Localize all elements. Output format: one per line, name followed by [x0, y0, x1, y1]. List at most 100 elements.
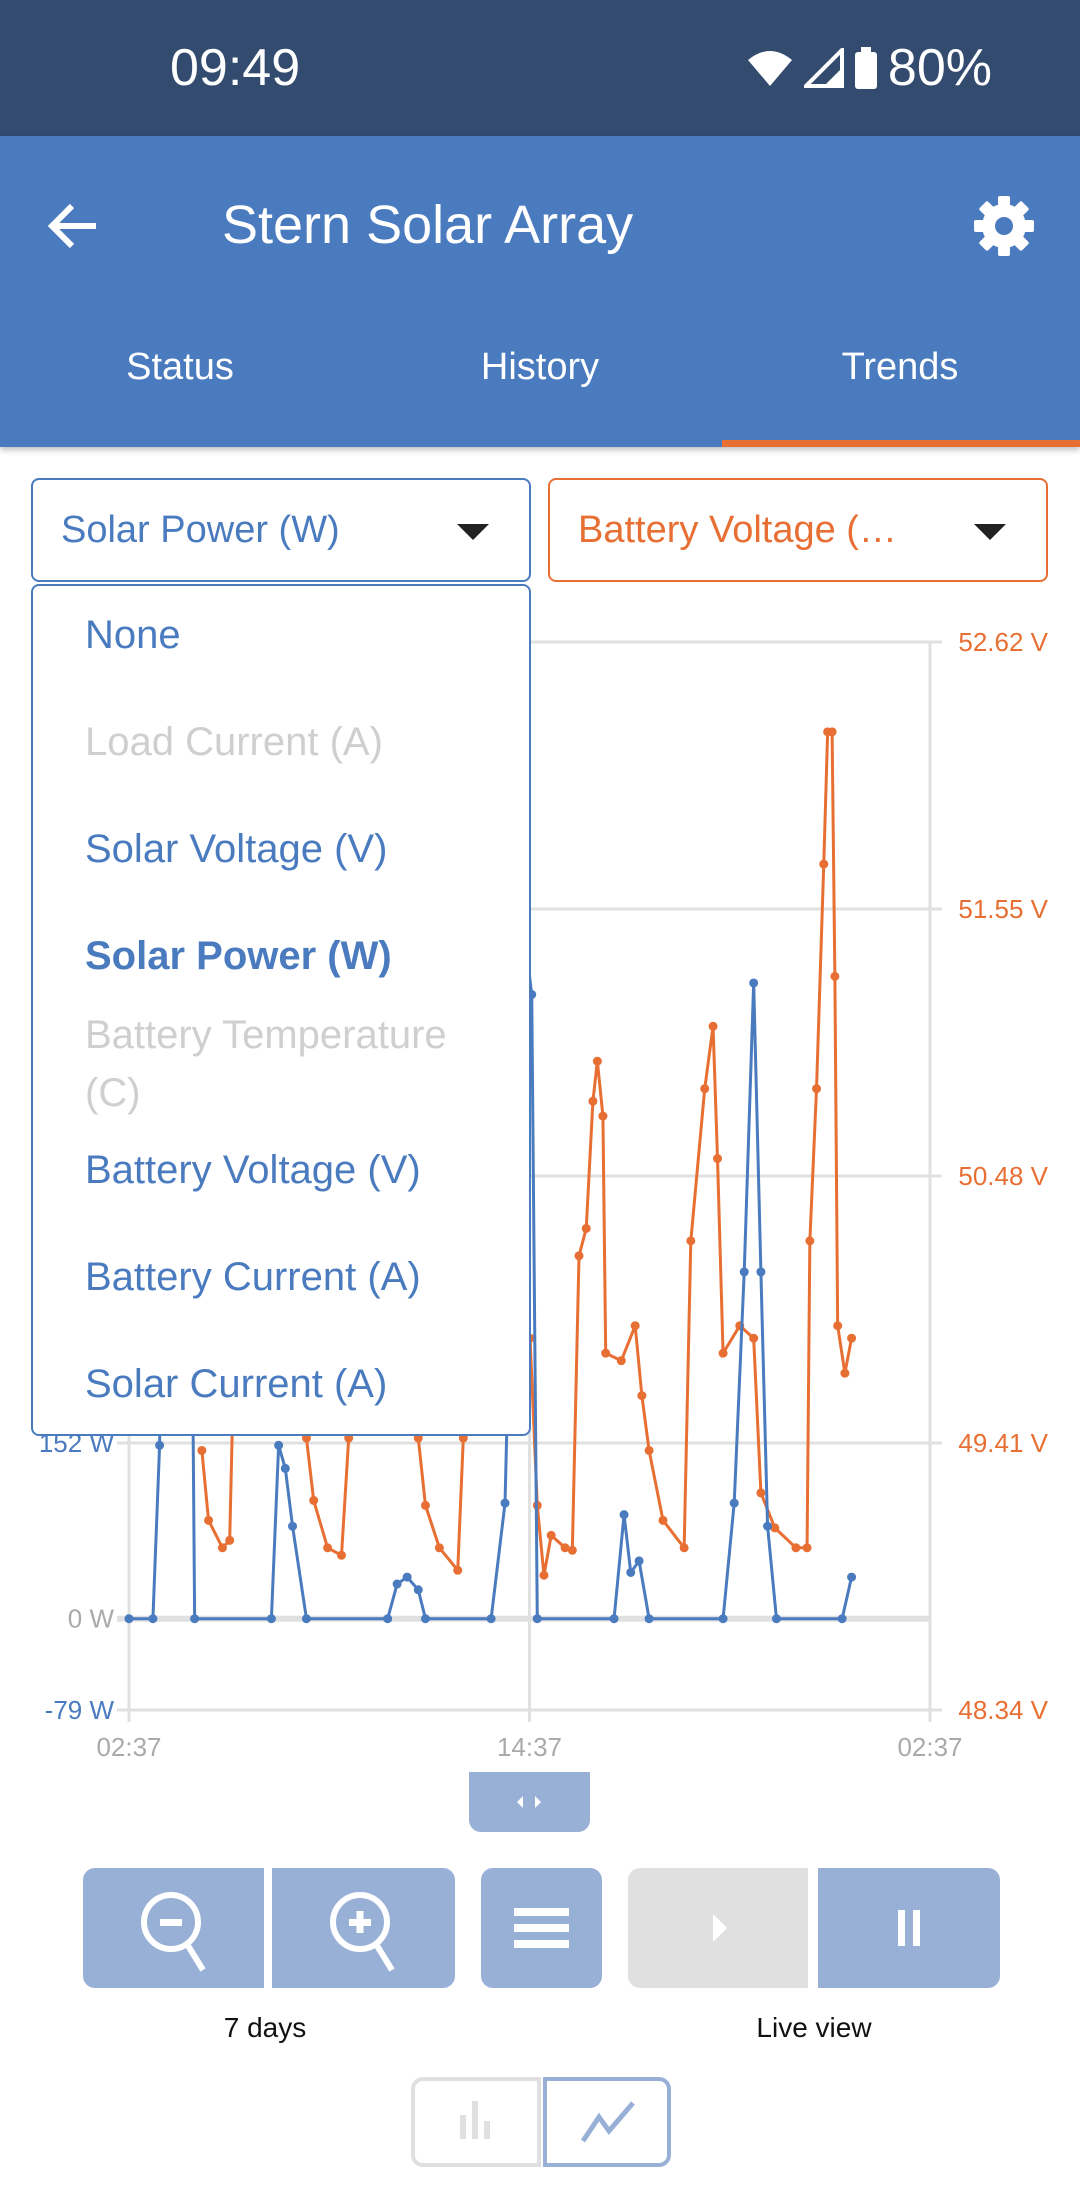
pause-button[interactable]	[818, 1868, 1000, 1988]
right-series-point	[581, 1223, 591, 1233]
app-bar: Stern Solar Array Status History Trends	[0, 136, 1080, 447]
right-series-point	[616, 1356, 626, 1366]
right-series-point	[827, 727, 837, 737]
caret-down-icon	[457, 524, 489, 540]
left-series-point	[771, 1614, 781, 1624]
right-axis-tick-label: 48.34 V	[958, 1695, 1048, 1725]
right-series-point	[833, 1321, 843, 1331]
right-series-point	[847, 1333, 857, 1343]
right-series-point	[420, 1500, 430, 1510]
menu-item-solar-voltage[interactable]: Solar Voltage (V)	[85, 827, 388, 871]
tab-status[interactable]: Status	[126, 346, 234, 388]
series-dropdown-menu: None Load Current (A) Solar Voltage (V) …	[31, 584, 531, 1436]
right-series-point	[713, 1154, 723, 1164]
play-button[interactable]	[628, 1868, 808, 1988]
battery-percent: 80%	[887, 39, 992, 97]
menu-icon	[514, 1908, 569, 1948]
live-view-label: Live view	[756, 2012, 872, 2043]
line-chart-toggle[interactable]	[543, 2077, 671, 2167]
menu-item-solar-power[interactable]: Solar Power (W)	[85, 934, 392, 978]
left-series-point	[420, 1614, 430, 1624]
right-series-point	[217, 1543, 227, 1553]
wifi-icon	[747, 51, 792, 86]
left-series-point	[626, 1567, 636, 1577]
right-series-point	[700, 1084, 710, 1094]
left-series-point	[383, 1614, 393, 1624]
right-axis-tick-label: 50.48 V	[958, 1161, 1048, 1191]
caret-down-icon	[974, 524, 1006, 540]
right-series-point	[718, 1348, 728, 1358]
line-chart-icon	[580, 2101, 635, 2143]
right-series-select[interactable]: Battery Voltage (…	[548, 478, 1048, 582]
left-series-point	[739, 1267, 749, 1277]
left-series-point	[634, 1556, 644, 1566]
menu-item-battery-voltage[interactable]: Battery Voltage (V)	[85, 1148, 421, 1192]
left-axis-tick-label: -79 W	[45, 1695, 115, 1725]
clock: 09:49	[170, 39, 301, 97]
tab-history[interactable]: History	[480, 346, 600, 388]
active-tab-indicator	[722, 440, 1080, 447]
left-series-point	[749, 978, 759, 988]
right-series-point	[644, 1445, 654, 1455]
left-series-point	[729, 1498, 739, 1508]
left-series-point	[124, 1614, 134, 1624]
right-series-point	[840, 1368, 850, 1378]
menu-button[interactable]	[481, 1868, 602, 1988]
right-series-point	[309, 1495, 319, 1505]
right-series-point	[560, 1543, 570, 1553]
left-series-point	[500, 1498, 510, 1508]
zoom-out-button[interactable]	[83, 1868, 264, 1988]
left-series-point	[413, 1585, 423, 1595]
pan-arrows-icon	[517, 1796, 541, 1808]
left-axis-tick-label: 0 W	[68, 1604, 115, 1634]
right-series-point	[637, 1391, 647, 1401]
right-series-point	[805, 1236, 815, 1246]
right-series-point	[588, 1096, 598, 1106]
left-series-point	[280, 1463, 290, 1473]
right-series-point	[686, 1236, 696, 1246]
battery-icon	[854, 47, 877, 89]
menu-item-none[interactable]: None	[85, 613, 181, 657]
right-series-point	[679, 1543, 689, 1553]
menu-item-load-current: Load Current (A)	[85, 720, 383, 764]
right-series-point	[323, 1543, 333, 1553]
right-series-point	[336, 1550, 346, 1560]
menu-item-solar-current[interactable]: Solar Current (A)	[85, 1362, 388, 1406]
right-series-point	[791, 1543, 801, 1553]
tab-trends[interactable]: Trends	[841, 346, 959, 388]
left-series-point	[847, 1572, 857, 1582]
left-series-point	[609, 1614, 619, 1624]
left-series-point	[763, 1521, 773, 1531]
right-series-point	[630, 1321, 640, 1331]
right-series-point	[434, 1543, 444, 1553]
right-series-point	[453, 1565, 463, 1575]
status-bar: 09:49 80%	[0, 0, 1080, 136]
left-series-point	[619, 1510, 629, 1520]
gear-icon[interactable]	[972, 194, 1036, 258]
zoom-in-button[interactable]	[272, 1868, 455, 1988]
menu-item-battery-temperature: Battery Temperature (C)	[85, 1013, 447, 1115]
right-series-point	[546, 1530, 556, 1540]
right-series-point	[598, 1111, 608, 1121]
bar-chart-toggle[interactable]	[411, 2077, 541, 2167]
right-axis-tick-label: 52.62 V	[958, 627, 1048, 657]
right-series-point	[658, 1515, 668, 1525]
right-series-point	[197, 1445, 207, 1455]
arrow-left-icon[interactable]	[44, 196, 104, 256]
right-series-point	[802, 1543, 812, 1553]
left-series-point	[288, 1521, 298, 1531]
signal-icon	[803, 48, 844, 88]
pan-handle[interactable]	[469, 1772, 590, 1832]
left-series-point	[274, 1440, 284, 1450]
menu-item-battery-current[interactable]: Battery Current (A)	[85, 1255, 421, 1299]
right-series-point	[204, 1515, 214, 1525]
zoom-out-icon	[141, 1892, 206, 1972]
x-axis-tick-label: 02:37	[96, 1732, 161, 1762]
page-title: Stern Solar Array	[222, 195, 634, 255]
right-axis-tick-label: 49.41 V	[958, 1428, 1048, 1458]
left-series-select[interactable]: Solar Power (W)	[31, 478, 531, 582]
zoom-in-icon	[330, 1892, 395, 1972]
right-series-value: Battery Voltage (…	[578, 508, 897, 551]
left-series-point	[718, 1614, 728, 1624]
right-series-point	[539, 1570, 549, 1580]
